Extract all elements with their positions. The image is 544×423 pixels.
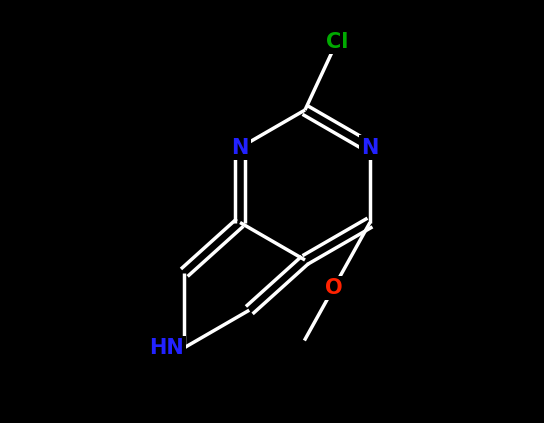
Text: Cl: Cl (325, 32, 348, 52)
Text: O: O (325, 278, 342, 298)
Text: N: N (361, 137, 379, 157)
Text: HN: HN (150, 338, 184, 358)
Text: N: N (231, 137, 249, 157)
